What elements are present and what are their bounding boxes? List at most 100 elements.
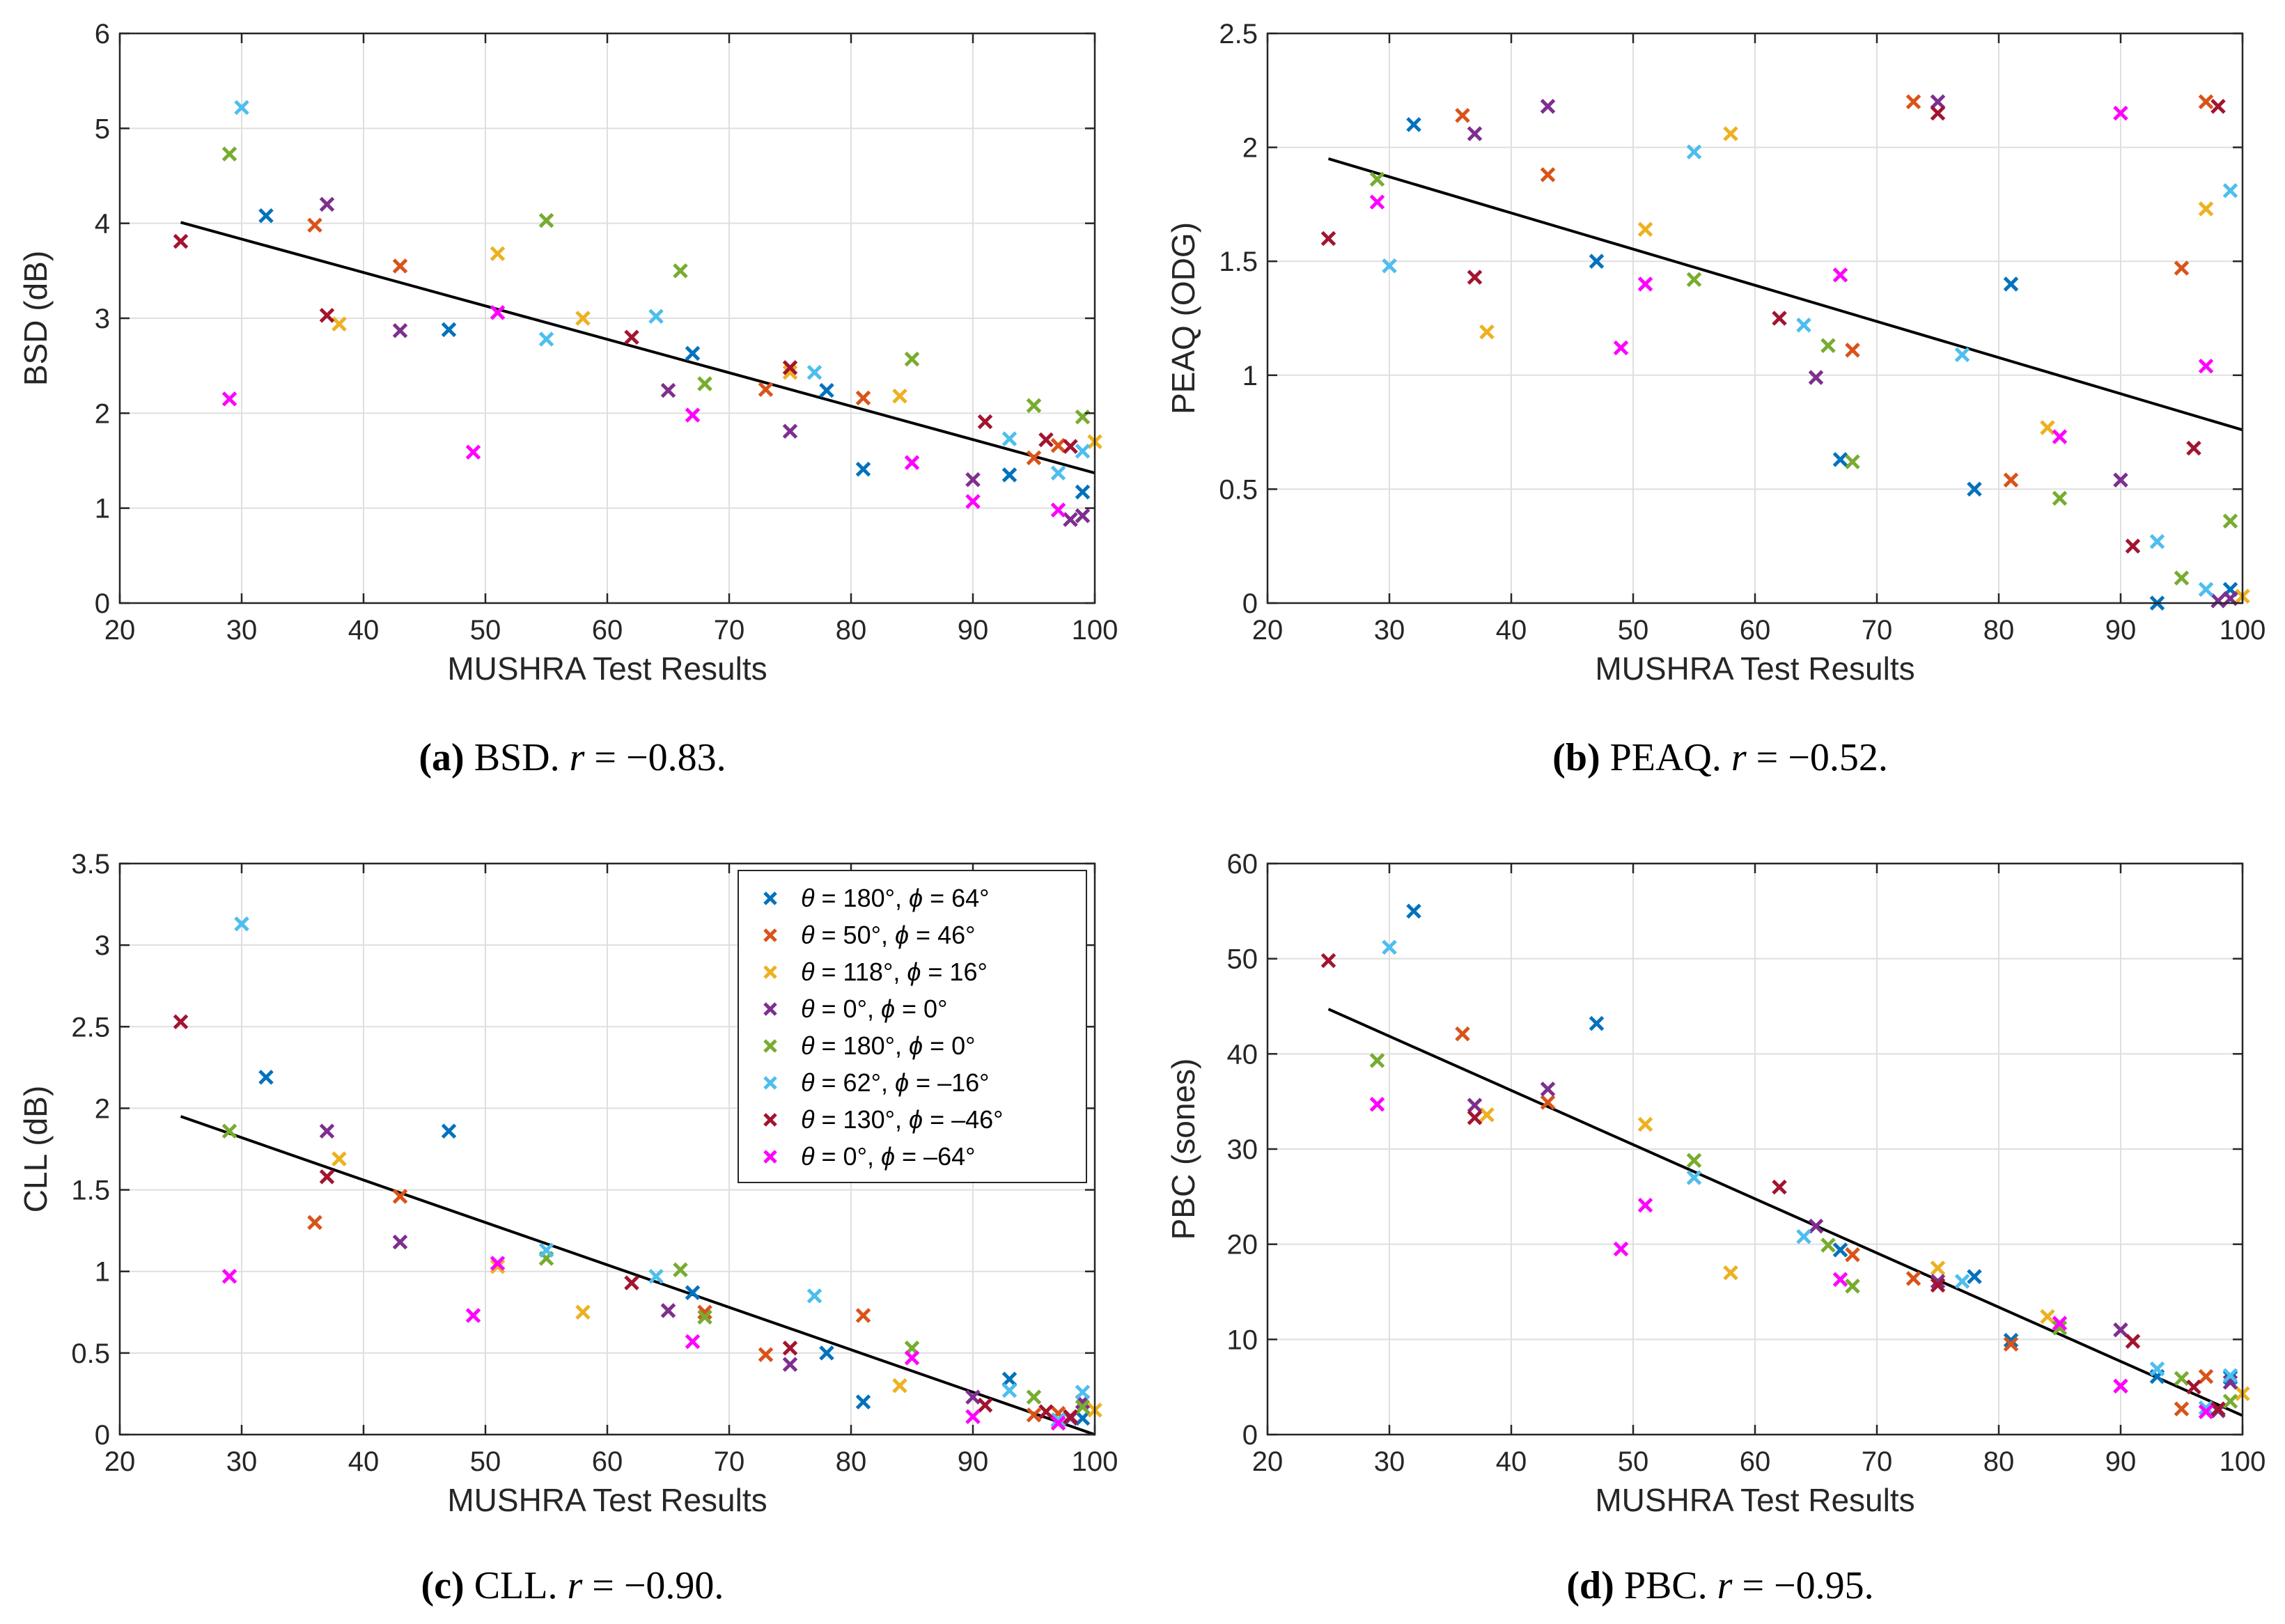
data-point [2198,358,2214,374]
data-point [2174,1401,2190,1416]
data-point [1832,1272,1848,1287]
data-point [1808,1218,1824,1234]
data-point [1686,1170,1702,1185]
data-point [1467,1098,1483,1113]
series-7 [1369,105,2214,444]
x-tick-label: 80 [836,615,867,646]
x-tick-label: 100 [2220,1446,2266,1477]
x-tick-label: 20 [104,1446,136,1477]
series-7 [221,305,1066,518]
data-point [2198,1400,2214,1416]
legend-box [738,870,1087,1183]
x-tick-label: 100 [1072,1446,1118,1477]
data-point [1637,1197,1653,1213]
data-point [904,455,920,470]
data-point [660,1303,676,1318]
x-tick-label: 50 [1618,1446,1649,1477]
x-tick-label: 60 [592,615,623,646]
x-tick-label: 60 [592,1446,623,1477]
caption-r: r [570,736,585,779]
data-point [1930,105,1946,121]
data-point [1050,437,1066,453]
legend-entry-1: θ = 50°, ϕ = 46° [801,921,976,949]
data-point [1467,126,1483,141]
x-tick-label: 30 [226,615,258,646]
data-point [2186,1379,2201,1395]
legend-entry-3: θ = 0°, ϕ = 0° [801,994,947,1023]
data-point [1930,1274,1946,1289]
data-point [258,1070,274,1085]
caption-value: = −0.95. [1732,1564,1873,1607]
caption-text: BSD. [465,736,570,779]
legend-marker [763,965,777,979]
data-point [173,1014,189,1030]
legend-entry-6: θ = 130°, ϕ = –46° [801,1105,1004,1134]
data-point [1026,398,1042,414]
data-point [221,391,237,407]
data-point [624,1275,639,1290]
data-point [1845,454,1860,469]
legend-marker [763,1113,777,1127]
x-tick-label: 70 [1862,615,1893,646]
data-point [2198,1368,2214,1384]
y-tick-label: 20 [1227,1230,1258,1260]
data-point [2113,105,2128,121]
data-point [2210,1401,2226,1416]
y-tick-label: 1 [1242,361,1258,391]
data-point [2003,1332,2019,1348]
data-point [1832,452,1848,467]
data-point [1026,1389,1042,1405]
legend-phi: ϕ [909,1105,923,1134]
data-point [538,1242,554,1258]
x-tick-label: 100 [2220,615,2266,646]
data-point [1382,939,1397,955]
data-point [1905,94,1921,109]
data-point [660,382,676,398]
data-point [2222,183,2238,198]
data-point [855,390,871,406]
legend-marker [763,928,777,942]
data-point [2222,513,2238,529]
data-point [1382,258,1397,274]
series-4 [221,146,1091,425]
data-point [1820,1237,1836,1253]
data-point [1050,1415,1066,1431]
x-axis-label: MUSHRA Test Results [1595,1482,1914,1518]
data-point [307,1215,322,1231]
legend-theta: θ [801,1105,815,1134]
data-point [1050,1412,1066,1428]
data-point [2052,429,2068,444]
data-point [392,258,408,274]
series-6 [1320,953,2226,1416]
data-point [2174,260,2190,276]
subfigure-caption: (d) PBC. r = −0.95. [1566,1564,1873,1607]
data-point [332,1151,347,1166]
data-point [1479,1107,1495,1123]
series-6 [173,1014,1078,1424]
y-tick-label: 60 [1227,849,1258,880]
data-point [855,1394,871,1410]
data-point [1063,1409,1078,1424]
x-tick-label: 50 [1618,615,1649,646]
caption-letter: (d) [1566,1564,1614,1607]
series-4 [1369,171,2238,586]
data-point [319,196,335,212]
data-point [2052,1315,2068,1331]
series-5 [1382,939,2238,1416]
legend-theta-value: = 0°, [815,994,881,1023]
legend-theta-value: = 50°, [815,921,895,949]
data-point [1686,272,1702,288]
data-point [221,1123,237,1139]
y-tick-label: 0.5 [71,1338,110,1369]
caption-text: CLL. [465,1564,568,1607]
data-point [758,1347,774,1362]
data-point [1930,94,1946,109]
legend: θ = 180°, ϕ = 64°θ = 50°, ϕ = 46°θ = 118… [738,870,1087,1183]
data-point [1832,1242,1848,1258]
data-point [490,246,506,262]
data-point [1540,167,1556,182]
data-point [221,1268,237,1284]
data-point [1723,1265,1738,1281]
x-tick-label: 60 [1740,1446,1771,1477]
subfigure-caption: (a) BSD. r = −0.83. [419,736,726,779]
